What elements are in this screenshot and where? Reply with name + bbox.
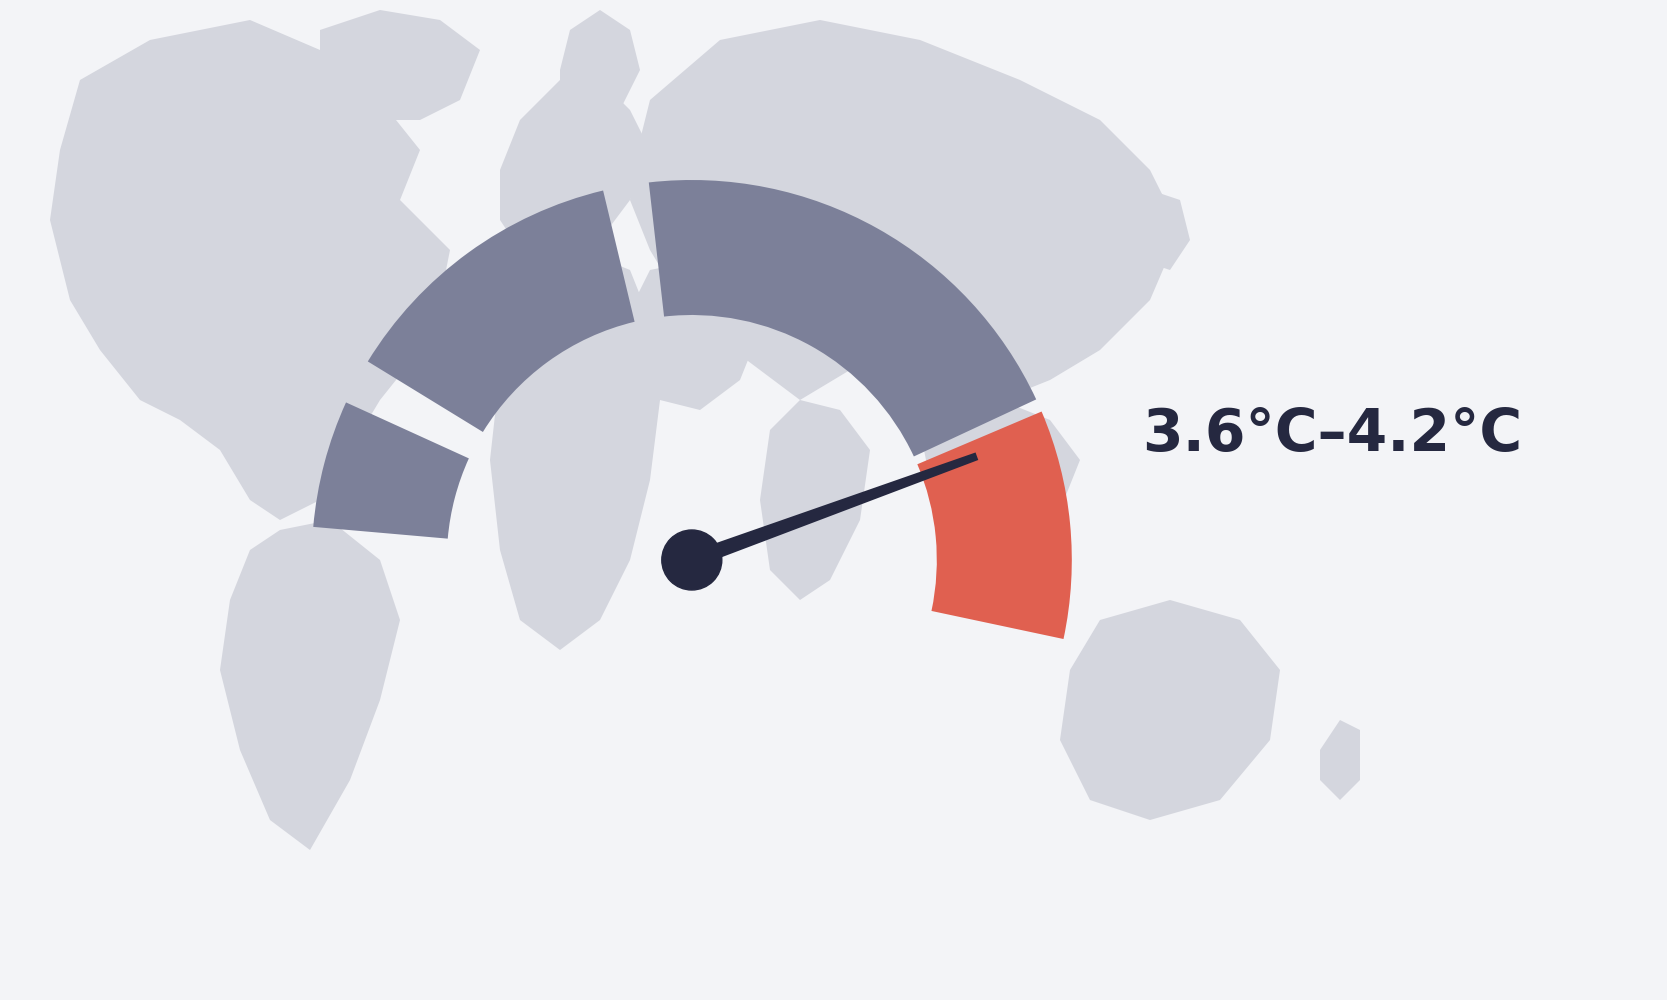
Polygon shape — [1320, 720, 1360, 800]
Wedge shape — [368, 190, 635, 432]
Polygon shape — [1060, 600, 1280, 820]
Polygon shape — [630, 260, 760, 410]
Polygon shape — [1120, 190, 1190, 270]
Wedge shape — [917, 412, 1072, 639]
Polygon shape — [688, 452, 979, 568]
Polygon shape — [760, 400, 870, 600]
Polygon shape — [920, 380, 1080, 530]
Polygon shape — [490, 250, 660, 650]
Circle shape — [662, 530, 722, 590]
Polygon shape — [220, 520, 400, 850]
Wedge shape — [648, 180, 1037, 456]
Wedge shape — [313, 402, 468, 539]
Polygon shape — [560, 10, 640, 120]
Polygon shape — [320, 10, 480, 120]
Text: 3.6°C–4.2°C: 3.6°C–4.2°C — [1142, 406, 1522, 464]
Polygon shape — [500, 80, 650, 260]
Polygon shape — [50, 20, 450, 520]
Polygon shape — [630, 20, 1180, 400]
